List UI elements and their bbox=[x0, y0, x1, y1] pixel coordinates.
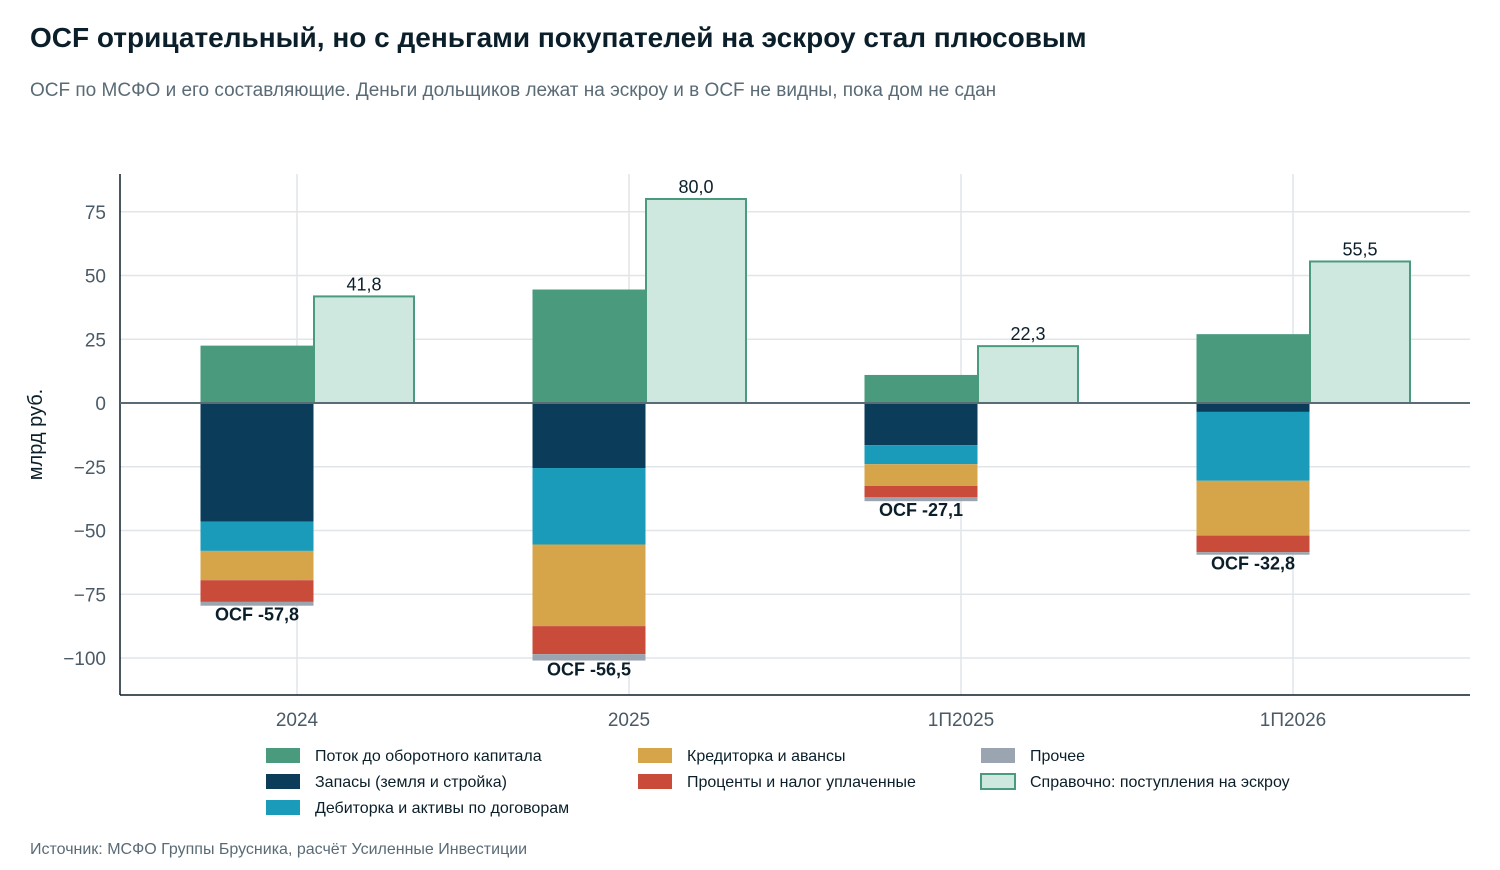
bar-segment bbox=[1196, 552, 1310, 555]
ocf-data-label: OCF -27,1 bbox=[879, 500, 963, 520]
escrow-bar bbox=[313, 295, 415, 404]
legend-swatch bbox=[981, 748, 1015, 763]
ocf-chart: 75 50 25 0 −25 −50 −75 −100 OCF -57,8 41,8 2024 OCF… bbox=[25, 174, 1470, 817]
bar-segment bbox=[1196, 411, 1310, 481]
y-tick-label: −100 bbox=[63, 649, 106, 670]
legend-swatch bbox=[266, 800, 300, 815]
bar-segment bbox=[864, 403, 978, 446]
escrow-data-label: 41,8 bbox=[346, 274, 381, 294]
source-note: Источник: МСФО Группы Брусника, расчёт У… bbox=[30, 841, 528, 858]
bar-segment bbox=[1196, 334, 1310, 403]
bar-segment bbox=[864, 374, 978, 403]
x-tick-label: 2025 bbox=[608, 710, 650, 731]
y-tick-label: 75 bbox=[85, 203, 106, 224]
chart-title: OCF отрицательный, но с деньгами покупат… bbox=[30, 22, 1087, 53]
bar-segment bbox=[532, 403, 646, 469]
y-tick-label: −50 bbox=[74, 522, 106, 543]
ocf-data-label: OCF -57,8 bbox=[215, 605, 299, 625]
legend-label: Дебиторка и активы по договорам bbox=[315, 800, 569, 817]
x-tick-label: 2024 bbox=[276, 710, 319, 731]
chart-subtitle: OCF по МСФО и его составляющие. Деньги д… bbox=[30, 80, 997, 101]
escrow-bar bbox=[1309, 260, 1411, 404]
bar-segment bbox=[1196, 480, 1310, 536]
bar-segment bbox=[200, 403, 314, 522]
legend-label: Справочно: поступления на эскроу bbox=[1030, 774, 1290, 791]
escrow-data-label: 80,0 bbox=[678, 177, 713, 197]
bar-segment bbox=[532, 289, 646, 403]
legend-label: Проценты и налог уплаченные bbox=[687, 774, 916, 791]
escrow-bar bbox=[645, 198, 747, 404]
y-tick-label: 50 bbox=[85, 267, 106, 288]
legend-swatch bbox=[266, 774, 300, 789]
y-tick-label: 25 bbox=[85, 330, 106, 351]
legend-label: Прочее bbox=[1030, 748, 1085, 765]
ocf-data-label: OCF -32,8 bbox=[1211, 554, 1295, 574]
x-tick-label: 1П2025 bbox=[928, 710, 995, 731]
bar-segment bbox=[864, 485, 978, 498]
y-tick-label: −75 bbox=[74, 585, 106, 606]
bar-segment bbox=[864, 464, 978, 486]
bar-segment bbox=[200, 601, 314, 606]
escrow-data-label: 22,3 bbox=[1010, 324, 1045, 344]
bar-segment bbox=[200, 580, 314, 602]
bar-segment bbox=[200, 521, 314, 551]
legend-swatch bbox=[980, 773, 1016, 790]
bar-segment bbox=[200, 345, 314, 403]
bar-segment bbox=[532, 626, 646, 655]
escrow-data-label: 55,5 bbox=[1342, 239, 1377, 259]
legend-swatch bbox=[266, 748, 300, 763]
bar-segment bbox=[532, 544, 646, 627]
bar-segment bbox=[200, 550, 314, 581]
legend-label: Запасы (земля и стройка) bbox=[315, 774, 507, 791]
bar-segment bbox=[864, 445, 978, 465]
legend-swatch bbox=[638, 748, 672, 763]
bar-segment bbox=[532, 654, 646, 661]
legend-label: Кредиторка и авансы bbox=[687, 748, 846, 765]
y-tick-label: −25 bbox=[74, 458, 106, 479]
legend-swatch bbox=[638, 774, 672, 789]
bar-segment bbox=[1196, 403, 1310, 412]
y-tick-label: 0 bbox=[95, 394, 106, 415]
bar-segment bbox=[1196, 535, 1310, 553]
bar-segment bbox=[532, 468, 646, 545]
x-tick-label: 1П2026 bbox=[1260, 710, 1327, 731]
y-axis-label: млрд руб. bbox=[25, 389, 47, 480]
escrow-bar bbox=[977, 345, 1079, 405]
bar-segment bbox=[864, 497, 978, 502]
legend-label: Поток до оборотного капитала bbox=[315, 748, 542, 765]
ocf-data-label: OCF -56,5 bbox=[547, 660, 631, 680]
